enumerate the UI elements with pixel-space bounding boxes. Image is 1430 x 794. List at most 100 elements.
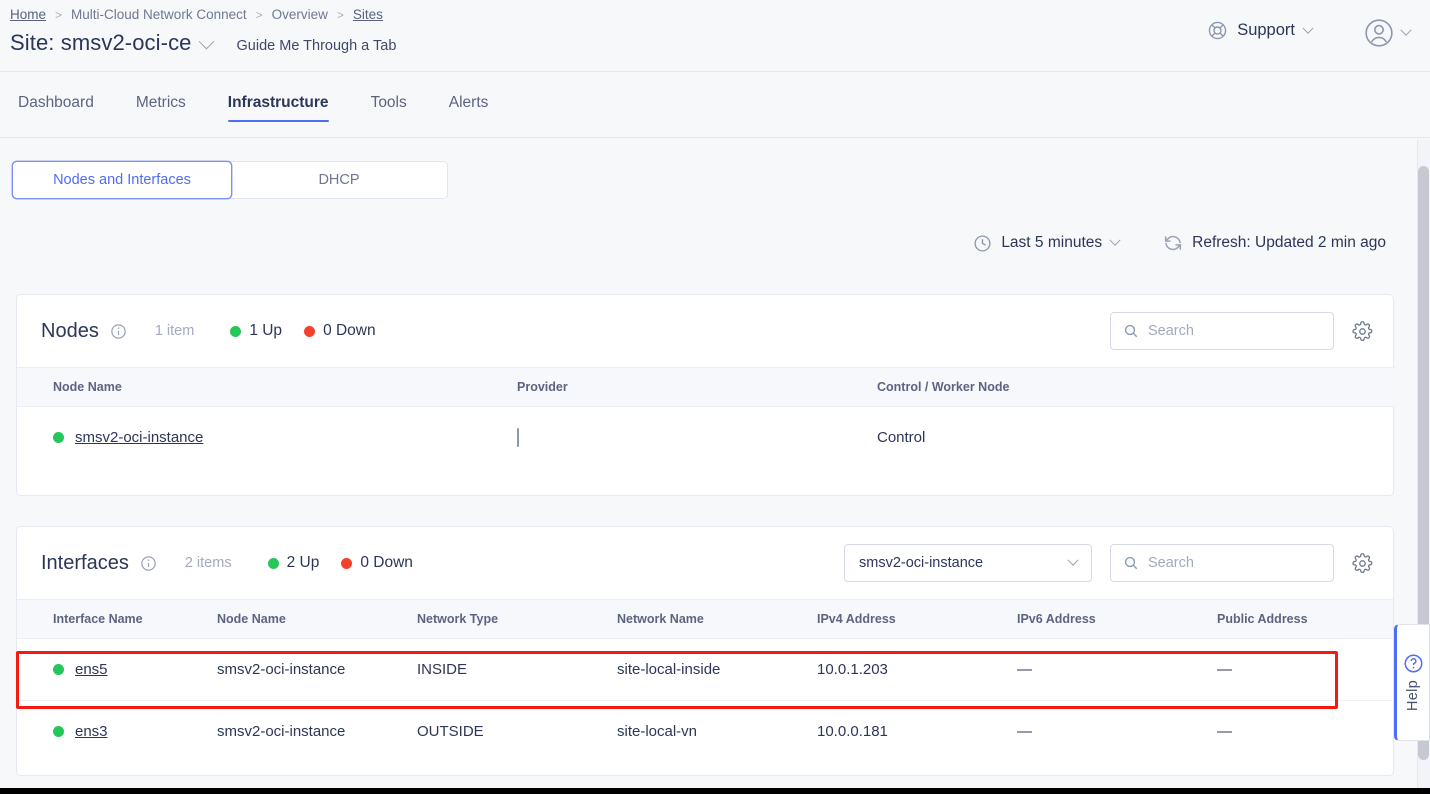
interfaces-cell-ipv4: 10.0.1.203 xyxy=(817,661,888,678)
gear-icon[interactable] xyxy=(1352,552,1373,574)
table-row[interactable]: ens5 smsv2-oci-instance INSIDE site-loca… xyxy=(17,639,1393,701)
nodes-search-input[interactable] xyxy=(1148,323,1321,339)
interfaces-up-stat: 2 Up xyxy=(267,554,320,572)
interfaces-search-box[interactable] xyxy=(1110,544,1334,582)
support-label: Support xyxy=(1237,21,1295,39)
table-row[interactable]: smsv2-oci-instance Control xyxy=(17,407,1395,469)
bottom-bar xyxy=(0,788,1430,794)
breadcrumb-item-home[interactable]: Home xyxy=(10,7,47,22)
view-toolbar: Last 5 minutes Refresh: Updated 2 min ag… xyxy=(973,233,1386,253)
tab-dashboard[interactable]: Dashboard xyxy=(18,94,94,111)
interfaces-node-filter-select[interactable]: smsv2-oci-instance xyxy=(844,544,1092,582)
nodes-card: Nodes 1 item 1 Up 0 Down xyxy=(16,294,1395,496)
chevron-down-icon[interactable] xyxy=(1109,234,1121,246)
breadcrumb: Home > Multi-Cloud Network Connect > Ove… xyxy=(10,7,383,22)
breadcrumb-item-multi-cloud-network-connect[interactable]: Multi-Cloud Network Connect xyxy=(71,7,247,22)
interfaces-cell-network-name: site-local-inside xyxy=(617,661,721,678)
interfaces-cell-network-name: site-local-vn xyxy=(617,700,817,762)
refresh-control[interactable]: Refresh: Updated 2 min ago xyxy=(1163,233,1386,253)
info-icon[interactable] xyxy=(140,555,157,572)
segmented-control: Nodes and Interfaces DHCP xyxy=(13,162,447,198)
node-name-link[interactable]: smsv2-oci-instance xyxy=(75,429,204,446)
breadcrumb-separator: > xyxy=(336,7,344,22)
column-header-node-name[interactable]: Node Name xyxy=(17,367,517,407)
main-tabs: Dashboard Metrics Infrastructure Tools A… xyxy=(0,90,1430,138)
header-divider xyxy=(0,71,1430,72)
column-header-network-type[interactable]: Network Type xyxy=(417,599,617,639)
interfaces-item-count: 2 items xyxy=(184,555,232,571)
nodes-up-label: 1 Up xyxy=(249,322,283,339)
chevron-down-icon[interactable] xyxy=(1067,554,1079,566)
profile-menu[interactable] xyxy=(1364,18,1412,48)
nodes-down-stat: 0 Down xyxy=(304,322,376,340)
support-menu[interactable]: Support xyxy=(1207,20,1314,41)
nodes-down-label: 0 Down xyxy=(323,322,376,339)
time-range-selector[interactable]: Last 5 minutes xyxy=(973,234,1121,253)
nodes-table-header-row: Node Name Provider Control / Worker Node xyxy=(17,367,1395,407)
nodes-search-box[interactable] xyxy=(1110,312,1334,350)
oci-oval-icon xyxy=(517,428,519,447)
breadcrumb-item-overview[interactable]: Overview xyxy=(271,7,328,22)
interfaces-cell-ipv6: — xyxy=(1017,661,1032,678)
table-row[interactable]: ens3 smsv2-oci-instance OUTSIDE site-loc… xyxy=(17,700,1393,762)
tab-infrastructure[interactable]: Infrastructure xyxy=(227,90,349,122)
column-header-node-name[interactable]: Node Name xyxy=(217,599,417,639)
column-header-provider[interactable]: Provider xyxy=(517,367,877,407)
info-icon[interactable] xyxy=(110,323,127,340)
nodes-card-header: Nodes 1 item 1 Up 0 Down xyxy=(17,295,1393,367)
help-tab[interactable]: Help xyxy=(1394,624,1430,741)
segment-dhcp[interactable]: DHCP xyxy=(231,162,447,198)
breadcrumb-separator: > xyxy=(55,7,63,22)
search-icon xyxy=(1123,555,1139,571)
nodes-header-actions xyxy=(1110,312,1373,350)
tab-alerts[interactable]: Alerts xyxy=(448,94,489,111)
column-header-interface-name[interactable]: Interface Name xyxy=(17,599,217,639)
segment-nodes-and-interfaces[interactable]: Nodes and Interfaces xyxy=(13,162,231,198)
gear-icon[interactable] xyxy=(1352,320,1373,342)
interfaces-cell-network-type: OUTSIDE xyxy=(417,700,617,762)
interfaces-cell-node-name: smsv2-oci-instance xyxy=(217,661,346,678)
vertical-scrollbar-thumb[interactable] xyxy=(1418,166,1429,760)
status-dot-down xyxy=(341,557,353,569)
interfaces-search-input[interactable] xyxy=(1148,555,1321,571)
status-dot-up xyxy=(53,726,64,737)
interfaces-header-actions: smsv2-oci-instance xyxy=(844,544,1373,582)
top-header: Home > Multi-Cloud Network Connect > Ove… xyxy=(0,0,1430,72)
interfaces-down-stat: 0 Down xyxy=(341,554,413,572)
chevron-down-icon[interactable] xyxy=(1400,24,1412,36)
status-dot-up xyxy=(267,557,279,569)
chevron-down-icon[interactable] xyxy=(198,33,214,50)
help-label: Help xyxy=(1405,680,1421,712)
interfaces-up-label: 2 Up xyxy=(286,554,320,571)
interface-name-link[interactable]: ens5 xyxy=(75,661,108,678)
chevron-down-icon[interactable] xyxy=(1302,22,1314,34)
guide-me-link[interactable]: Guide Me Through a Tab xyxy=(236,38,397,54)
status-dot-up xyxy=(53,664,64,675)
interfaces-status-summary: 2 Up 0 Down xyxy=(267,554,413,572)
column-header-public-address[interactable]: Public Address xyxy=(1217,599,1393,639)
interfaces-table: Interface Name Node Name Network Type Ne… xyxy=(17,599,1393,762)
column-header-ipv6-address[interactable]: IPv6 Address xyxy=(1017,599,1217,639)
search-icon xyxy=(1123,323,1139,339)
interfaces-card: Interfaces 2 items 2 Up 0 Down s xyxy=(16,526,1394,776)
tab-tools[interactable]: Tools xyxy=(370,94,407,111)
site-title-row: Site: smsv2-oci-ce Guide Me Through a Ta… xyxy=(10,30,396,56)
status-dot-down xyxy=(304,325,316,337)
column-header-ipv4-address[interactable]: IPv4 Address xyxy=(817,599,1017,639)
nodes-item-count: 1 item xyxy=(154,323,195,339)
user-circle-icon xyxy=(1364,18,1394,48)
nodes-cell-node-name: smsv2-oci-instance xyxy=(17,407,517,469)
status-dot-up xyxy=(230,325,242,337)
breadcrumb-item-sites[interactable]: Sites xyxy=(352,7,383,22)
clock-icon xyxy=(973,234,992,253)
tab-metrics[interactable]: Metrics xyxy=(135,94,186,111)
page-title: Site: smsv2-oci-ce xyxy=(10,30,192,55)
status-dot-up xyxy=(53,432,64,443)
column-header-control-worker-node[interactable]: Control / Worker Node xyxy=(877,367,1395,407)
column-header-network-name[interactable]: Network Name xyxy=(617,599,817,639)
interface-name-link[interactable]: ens3 xyxy=(75,723,108,740)
interfaces-table-header-row: Interface Name Node Name Network Type Ne… xyxy=(17,599,1393,639)
question-circle-icon xyxy=(1403,653,1424,674)
nodes-title: Nodes xyxy=(41,319,99,342)
